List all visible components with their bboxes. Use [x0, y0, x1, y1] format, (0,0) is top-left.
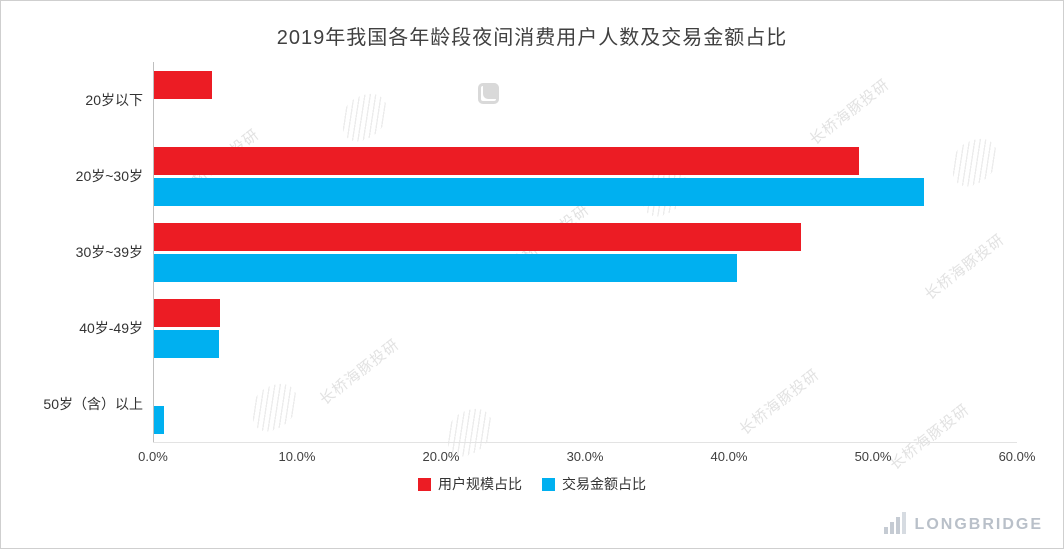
chart-title: 2019年我国各年龄段夜间消费用户人数及交易金额占比: [276, 27, 788, 49]
bar-group: [153, 214, 1017, 290]
bar-segment: [154, 253, 737, 282]
bar-segment: [154, 298, 221, 327]
bar-segment: [154, 177, 924, 206]
bar-segment: [154, 405, 165, 434]
x-tick-label: 60.0%: [998, 449, 1036, 464]
chart-row: 50岁（含）以上: [1, 366, 1063, 442]
bar-segment: [154, 222, 802, 251]
brand-name: LONGBRIDGE: [914, 516, 1043, 533]
brand-logo: LONGBRIDGE: [883, 512, 1043, 534]
bar-group: [153, 366, 1017, 442]
longbridge-bars-icon: [883, 512, 906, 534]
x-tick-label: 0.0%: [138, 449, 168, 464]
x-tick-label: 30.0%: [566, 449, 604, 464]
chart-row: 30岁~39岁: [1, 214, 1063, 290]
bar-segment: [154, 70, 212, 99]
plot-rows: 20岁以下 20岁~30岁 30岁~39岁 40岁-49岁 50岁（含）以上: [1, 62, 1063, 442]
x-tick-label: 50.0%: [854, 449, 892, 464]
bar-group: [153, 62, 1017, 138]
category-label: 30岁~39岁: [75, 244, 143, 260]
category-label: 40岁-49岁: [79, 320, 143, 336]
legend: 用户规模占比 交易金额占比: [1, 474, 1063, 494]
chart-row: 20岁以下: [1, 62, 1063, 138]
legend-swatch: [418, 477, 431, 491]
bar-segment: [154, 146, 859, 175]
x-tick-label: 20.0%: [422, 449, 460, 464]
bar-group: [153, 290, 1017, 366]
category-label: 50岁（含）以上: [43, 396, 143, 412]
legend-item: 交易金额占比: [542, 474, 646, 494]
category-label: 20岁以下: [85, 92, 143, 108]
legend-item: 用户规模占比: [418, 474, 522, 494]
x-axis: 0.0% 10.0% 20.0% 30.0% 40.0% 50.0% 60.0%: [138, 442, 1035, 466]
legend-swatch: [542, 477, 555, 491]
legend-label: 用户规模占比: [438, 476, 522, 492]
bar-segment: [154, 329, 219, 358]
chart-row: 40岁-49岁: [1, 290, 1063, 366]
category-label: 20岁~30岁: [75, 168, 143, 184]
bar-group: [153, 138, 1017, 214]
legend-label: 交易金额占比: [562, 476, 646, 492]
chart-row: 20岁~30岁: [1, 138, 1063, 214]
x-tick-label: 40.0%: [710, 449, 748, 464]
x-tick-label: 10.0%: [278, 449, 316, 464]
